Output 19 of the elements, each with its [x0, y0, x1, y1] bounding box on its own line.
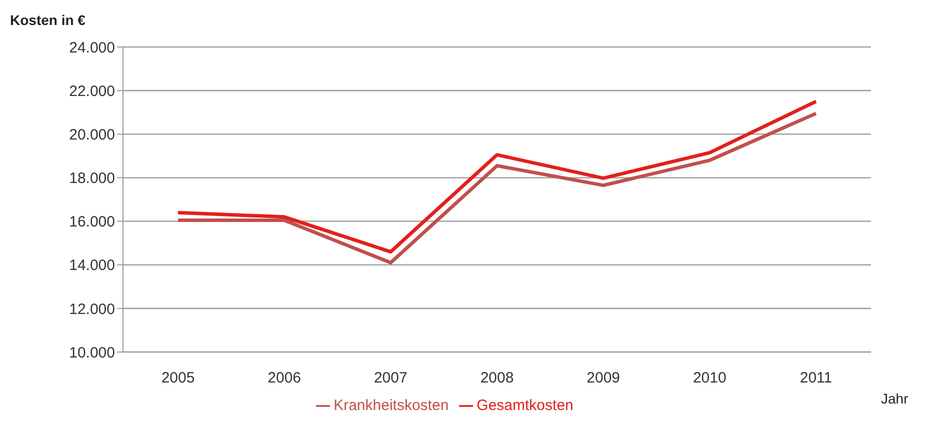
x-tick-label: 2005: [161, 370, 195, 387]
legend-label: Krankheitskosten: [334, 397, 449, 414]
legend-label: Gesamtkosten: [476, 397, 574, 414]
x-tick-label: 2011: [800, 370, 832, 387]
x-tick-label: 2009: [586, 370, 620, 387]
y-tick-label: 16.000: [69, 214, 115, 231]
y-tick-label: 24.000: [69, 39, 115, 56]
y-tick-label: 10.000: [69, 344, 115, 362]
y-tick-label: 12.000: [69, 300, 115, 318]
y-tick-label: 20.000: [69, 126, 115, 144]
y-tick-label: 14.000: [69, 257, 115, 274]
x-tick-label: 2008: [480, 370, 514, 387]
y-axis-title: Kosten in €: [10, 12, 86, 28]
x-tick-label: 2006: [268, 370, 302, 387]
x-tick-label: 2010: [692, 370, 726, 387]
x-tick-label: 2007: [374, 370, 408, 387]
x-axis-title: Jahr: [881, 390, 909, 406]
y-tick-label: 22.000: [69, 82, 115, 100]
y-tick-label: 18.000: [69, 170, 115, 188]
